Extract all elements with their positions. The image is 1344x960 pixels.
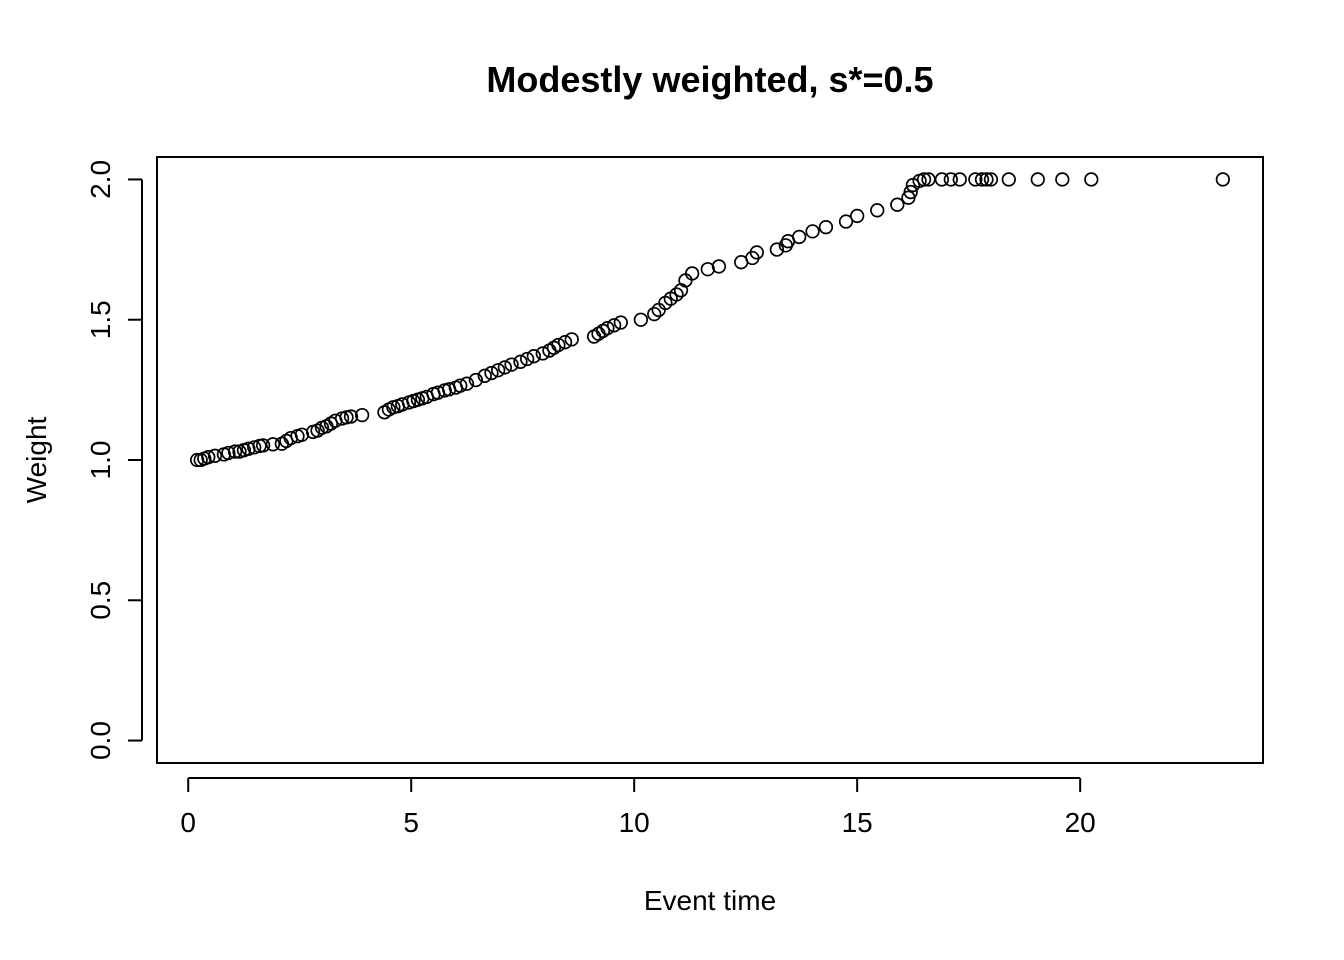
y-axis-label: Weight — [21, 416, 52, 503]
data-point — [591, 326, 606, 341]
data-point — [685, 266, 700, 281]
data-point — [453, 378, 468, 393]
data-point — [943, 172, 958, 187]
data-point — [633, 312, 649, 327]
data-point — [477, 368, 492, 383]
data-point — [749, 245, 764, 260]
data-point — [255, 438, 271, 453]
data-point — [613, 315, 628, 330]
data-point — [711, 259, 727, 274]
data-point — [468, 372, 484, 388]
y-tick-label: 1.0 — [85, 441, 116, 480]
x-axis-label: Event time — [644, 885, 776, 916]
data-point — [792, 229, 807, 245]
data-point — [221, 445, 236, 461]
data-point — [227, 444, 243, 459]
data-point — [459, 376, 475, 391]
data-point — [1215, 172, 1231, 187]
data-point — [1084, 172, 1099, 187]
data-point — [934, 172, 950, 187]
x-tick-label: 15 — [842, 807, 873, 838]
x-tick-label: 10 — [619, 807, 650, 838]
data-point — [974, 172, 990, 187]
plot-frame — [156, 156, 1264, 764]
data-point — [247, 440, 262, 455]
data-point — [484, 365, 499, 381]
data-point — [557, 335, 573, 350]
data-point — [526, 349, 541, 364]
y-tick-label: 0.0 — [85, 721, 116, 760]
data-point — [890, 197, 905, 212]
data-point — [818, 219, 834, 235]
data-point — [520, 351, 535, 367]
data-point — [669, 287, 684, 302]
data-point — [274, 436, 290, 451]
y-axis: 0.0 0.5 1.0 1.5 2.0 — [85, 160, 143, 760]
data-points — [189, 172, 1231, 468]
data-point — [952, 172, 967, 187]
data-point — [201, 450, 216, 465]
data-point — [870, 203, 885, 218]
data-point — [1055, 172, 1070, 187]
data-point — [504, 357, 519, 372]
data-point — [606, 318, 622, 333]
data-point — [497, 360, 513, 375]
y-tick-label: 0.5 — [85, 581, 116, 620]
x-axis: 0 5 10 15 20 — [180, 777, 1096, 838]
data-point — [968, 172, 983, 187]
data-point — [207, 448, 223, 463]
x-tick-label: 0 — [180, 807, 196, 838]
x-tick-label: 5 — [403, 807, 419, 838]
data-point — [343, 409, 359, 424]
chart-title: Modestly weighted, s*=0.5 — [486, 59, 933, 100]
data-point — [979, 172, 994, 187]
data-point — [265, 437, 281, 452]
data-point — [916, 172, 932, 187]
data-point — [1030, 172, 1045, 187]
data-point — [769, 242, 785, 257]
data-point — [1001, 172, 1016, 187]
data-point — [903, 184, 918, 200]
data-point — [551, 337, 566, 353]
data-point — [586, 329, 602, 344]
data-point — [354, 407, 370, 423]
y-tick-label: 1.5 — [85, 300, 116, 339]
data-point — [647, 306, 662, 322]
x-tick-label: 20 — [1065, 807, 1096, 838]
y-tick-label: 2.0 — [85, 160, 116, 199]
data-point — [805, 224, 820, 239]
data-point — [564, 332, 579, 347]
data-point — [838, 214, 854, 229]
data-point — [513, 354, 528, 369]
data-point — [983, 172, 999, 187]
data-point — [850, 208, 865, 224]
data-point — [491, 363, 506, 378]
data-point — [535, 346, 550, 361]
data-point — [600, 320, 615, 336]
